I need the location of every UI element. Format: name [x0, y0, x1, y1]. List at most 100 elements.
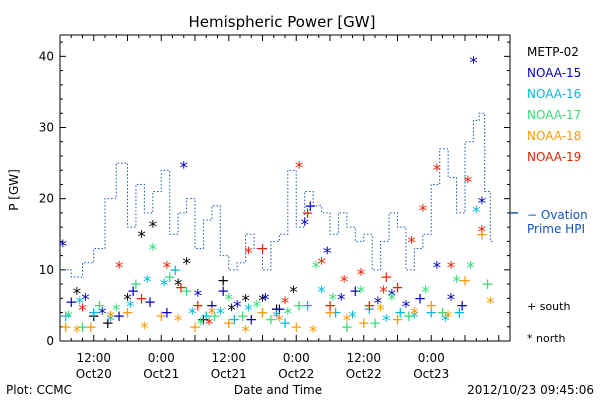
south-point: +	[217, 272, 230, 290]
north-point: *	[112, 301, 121, 321]
north-point: *	[126, 297, 135, 317]
south-point: +	[127, 282, 140, 300]
north-point: *	[75, 294, 84, 314]
north-point: *	[233, 297, 242, 317]
north-point: *	[281, 294, 290, 314]
north-point: *	[143, 273, 152, 293]
south-point: +	[175, 279, 188, 297]
x-tick-label-time: 0:00	[283, 351, 310, 365]
north-marker-legend: * north	[527, 332, 566, 345]
south-point: +	[59, 318, 72, 336]
south-point: +	[256, 239, 269, 257]
north-point: *	[478, 194, 487, 214]
south-point: +	[349, 282, 362, 300]
south-point: +	[363, 300, 376, 318]
north-point: *	[174, 276, 183, 296]
north-point: *	[160, 276, 169, 296]
south-point: +	[380, 268, 393, 286]
north-point: *	[289, 283, 298, 303]
x-axis-label: Date and Time	[234, 383, 322, 397]
north-point: *	[317, 283, 326, 303]
north-point: *	[337, 290, 346, 310]
north-point: *	[253, 297, 262, 317]
north-point: *	[469, 53, 478, 73]
south-point: +	[459, 272, 472, 290]
north-point: *	[208, 305, 217, 325]
y-tick-label: 10	[39, 263, 54, 277]
south-point: +	[256, 304, 269, 322]
south-point: +	[155, 307, 168, 325]
north-point: *	[258, 292, 267, 312]
south-point: +	[93, 296, 106, 314]
south-point: +	[476, 225, 489, 243]
south-point: +	[301, 296, 314, 314]
south-point: +	[273, 300, 286, 318]
series-noaa-19: **+*++** +**+*+* *+* +******+	[78, 159, 486, 336]
north-point: *	[466, 258, 475, 278]
south-point: +	[456, 296, 469, 314]
north-point: *	[447, 290, 456, 310]
x-tick-label-time: 12:00	[346, 351, 381, 365]
legend-metp-02: METP-02	[527, 45, 579, 59]
south-point: +	[130, 275, 143, 293]
x-tick-label-date: Oct21	[143, 367, 179, 381]
south-point: +	[237, 307, 250, 325]
north-point: *	[421, 283, 430, 303]
north-point: *	[149, 218, 158, 238]
north-point: *	[196, 315, 205, 335]
south-point: +	[144, 293, 157, 311]
south-point: +	[425, 304, 438, 322]
north-point: *	[376, 301, 385, 321]
north-point: *	[123, 290, 132, 310]
series-legend: METP-02 NOAA-15 NOAA-16 NOAA-17 NOAA-18 NOAA-…	[527, 45, 588, 236]
north-point: *	[323, 244, 332, 264]
north-point: *	[300, 216, 309, 236]
south-point: +	[192, 296, 205, 314]
south-point: +	[256, 304, 269, 322]
north-point: *	[374, 294, 383, 314]
x-tick-label-date: Oct21	[211, 367, 247, 381]
north-point: *	[317, 255, 326, 275]
south-point: +	[279, 314, 292, 332]
south-point: +	[363, 296, 376, 314]
x-tick-label-time: 12:00	[211, 351, 246, 365]
north-point: *	[163, 258, 172, 278]
north-point: *	[275, 312, 284, 332]
north-point: *	[241, 322, 250, 342]
north-point: *	[73, 285, 82, 305]
south-point: +	[402, 307, 415, 325]
south-point: +	[324, 304, 337, 322]
south-point: +	[180, 282, 193, 300]
legend-ovation-line1: − Ovation	[527, 208, 588, 222]
north-point: *	[402, 297, 411, 317]
south-point: +	[169, 261, 182, 279]
legend-ovation-line2: Prime HPI	[527, 222, 585, 236]
legend-noaa-17: NOAA-17	[527, 108, 581, 122]
north-point: *	[410, 305, 419, 325]
north-point: *	[216, 305, 225, 325]
x-tick-label-date: Oct20	[76, 367, 112, 381]
north-point: *	[452, 273, 461, 293]
north-point: *	[486, 294, 495, 314]
legend-noaa-19: NOAA-19	[527, 150, 581, 164]
north-point: *	[284, 305, 293, 325]
north-point: *	[329, 290, 338, 310]
data-points: *+ +** ***++* * * +**+ ** ++++** ++*+* +*+** +* ** +…	[59, 53, 495, 342]
y-axis-ticks: 0 10 20 30 40	[39, 41, 510, 348]
south-point: +	[87, 307, 100, 325]
north-point: *	[140, 319, 149, 339]
north-point: *	[441, 312, 450, 332]
north-point: *	[407, 233, 416, 253]
north-point: *	[388, 290, 397, 310]
north-point: *	[272, 308, 281, 328]
north-point: *	[137, 228, 146, 248]
south-point: +	[369, 314, 382, 332]
north-point: *	[244, 301, 253, 321]
south-point: +	[357, 314, 370, 332]
y-tick-label: 30	[39, 121, 54, 135]
north-point: *	[433, 161, 442, 181]
south-point: +	[414, 289, 427, 307]
north-point: *	[98, 305, 107, 325]
north-point: *	[78, 301, 87, 321]
ovation-hpi-line	[60, 112, 518, 278]
